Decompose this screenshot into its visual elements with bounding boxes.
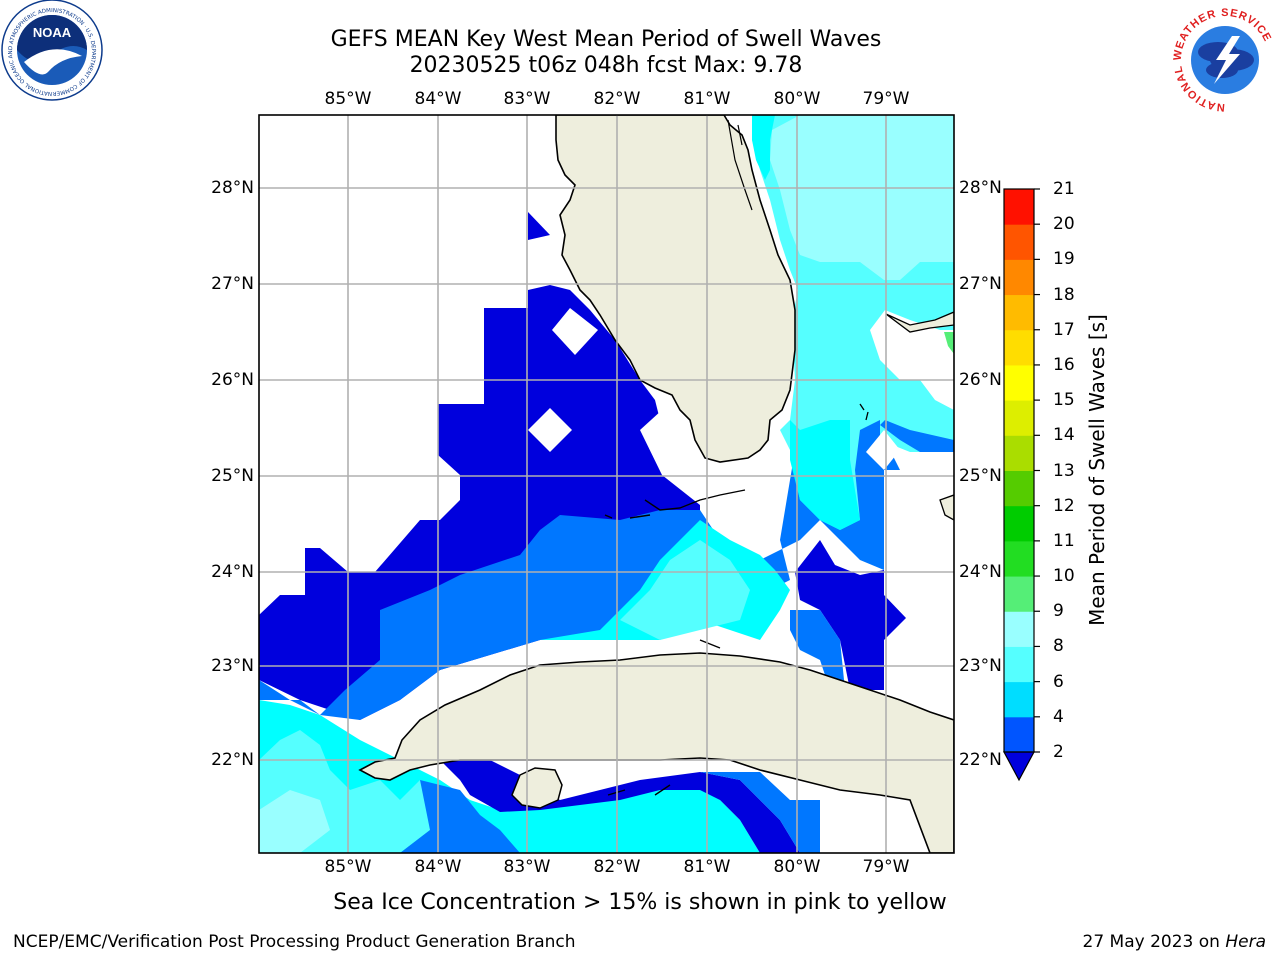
colorbar-title: Mean Period of Swell Waves [s] xyxy=(1085,314,1109,626)
lon-label-bottom-4: 81°W xyxy=(683,857,731,877)
lon-label-top-6: 79°W xyxy=(862,89,910,109)
lat-label-right-6: 22°N xyxy=(959,750,1002,770)
colorbar-tick-16: 21 xyxy=(1053,179,1075,199)
swell-period-fields xyxy=(259,115,954,853)
colorbar-band-15 xyxy=(1004,189,1034,225)
colorbar-band-11 xyxy=(1004,329,1034,366)
lon-label-bottom-0: 85°W xyxy=(324,857,372,877)
noaa-logo: NOAA NATIONAL OCEANIC AND ATMOSPHERIC AD… xyxy=(0,0,103,101)
colorbar-tick-2: 6 xyxy=(1053,671,1064,692)
lon-label-top-4: 81°W xyxy=(683,89,731,109)
colorbar-band-14 xyxy=(1004,224,1034,260)
field-2-4-bahamas xyxy=(795,540,906,690)
footer-credit: NCEP/EMC/Verification Post Processing Pr… xyxy=(13,932,576,952)
colorbar-tick-5: 10 xyxy=(1053,566,1075,587)
lon-label-bottom-3: 82°W xyxy=(593,857,641,877)
colorbar-band-12 xyxy=(1004,294,1034,331)
lat-label-left-0: 28°N xyxy=(211,178,254,198)
lat-label-right-5: 23°N xyxy=(959,656,1002,676)
footer-host: Hera xyxy=(1225,932,1266,952)
sea-ice-note: Sea Ice Concentration > 15% is shown in … xyxy=(333,890,947,915)
lon-label-top-5: 80°W xyxy=(773,89,821,109)
lat-label-left-3: 25°N xyxy=(211,466,254,486)
colorbar-band-8 xyxy=(1004,435,1034,471)
colorbar-tick-11: 16 xyxy=(1053,354,1075,375)
lat-label-left-2: 26°N xyxy=(211,370,254,390)
colorbar-band-3 xyxy=(1004,611,1034,647)
colorbar-tick-10: 15 xyxy=(1053,390,1075,411)
field-4-6-straits xyxy=(259,420,900,720)
colorbar-band-10 xyxy=(1004,364,1034,401)
lat-label-right-3: 25°N xyxy=(959,466,1002,486)
lon-label-bottom-6: 79°W xyxy=(862,857,910,877)
colorbar xyxy=(1002,188,1040,782)
colorbar-band-9 xyxy=(1004,400,1034,436)
colorbar-tick-6: 11 xyxy=(1053,530,1075,551)
colorbar-band-1 xyxy=(1004,681,1034,718)
colorbar-tick-13: 18 xyxy=(1053,284,1075,305)
colorbar-band-4 xyxy=(1004,576,1034,612)
colorbar-tick-1: 4 xyxy=(1053,706,1064,727)
lat-label-left-5: 23°N xyxy=(211,656,254,676)
lat-label-right-2: 26°N xyxy=(959,370,1002,390)
isla-juventud-land xyxy=(511,767,563,809)
lat-label-right-1: 27°N xyxy=(959,274,1002,294)
colorbar-band-13 xyxy=(1004,259,1034,296)
field-2-4-gulf xyxy=(259,285,700,720)
lon-label-bottom-2: 83°W xyxy=(503,857,551,877)
colorbar-band-2 xyxy=(1004,646,1034,683)
lon-label-top-0: 85°W xyxy=(324,89,372,109)
lon-label-top-1: 84°W xyxy=(414,89,462,109)
colorbar-tick-15: 20 xyxy=(1053,214,1075,235)
colorbar-band-5 xyxy=(1004,540,1034,577)
footer-date: 27 May 2023 on Hera xyxy=(1082,932,1267,952)
lon-label-top-3: 82°W xyxy=(593,89,641,109)
map-title: GEFS MEAN Key West Mean Period of Swell … xyxy=(330,27,882,52)
colorbar-tick-14: 19 xyxy=(1053,249,1075,270)
colorbar-extend-min xyxy=(1002,751,1036,782)
lon-label-top-2: 83°W xyxy=(503,89,551,109)
noaa-logo-text: NOAA xyxy=(33,25,72,40)
colorbar-tick-0: 2 xyxy=(1053,742,1064,762)
lat-label-left-1: 27°N xyxy=(211,274,254,294)
colorbar-tick-8: 13 xyxy=(1053,460,1075,481)
lat-label-right-4: 24°N xyxy=(959,562,1002,582)
nws-logo: NATIONAL WEATHER SERVICE xyxy=(1169,4,1280,116)
colorbar-band-0 xyxy=(1004,716,1034,753)
colorbar-tick-9: 14 xyxy=(1053,425,1075,446)
lon-label-bottom-5: 80°W xyxy=(773,857,821,877)
colorbar-band-7 xyxy=(1004,470,1034,507)
lon-label-bottom-1: 84°W xyxy=(414,857,462,877)
colorbar-tick-7: 12 xyxy=(1053,495,1075,516)
map-frame xyxy=(258,114,955,854)
colorbar-band-6 xyxy=(1004,505,1034,542)
florida-land xyxy=(555,115,796,463)
map-subtitle: 20230525 t06z 048h fcst Max: 9.78 xyxy=(409,53,803,78)
lat-label-left-4: 24°N xyxy=(211,562,254,582)
colorbar-tick-3: 8 xyxy=(1053,636,1064,657)
colorbar-tick-12: 17 xyxy=(1053,319,1075,340)
lat-label-left-6: 22°N xyxy=(211,750,254,770)
lat-label-right-0: 28°N xyxy=(959,178,1002,198)
colorbar-tick-4: 9 xyxy=(1053,601,1064,622)
graticule xyxy=(259,115,954,853)
